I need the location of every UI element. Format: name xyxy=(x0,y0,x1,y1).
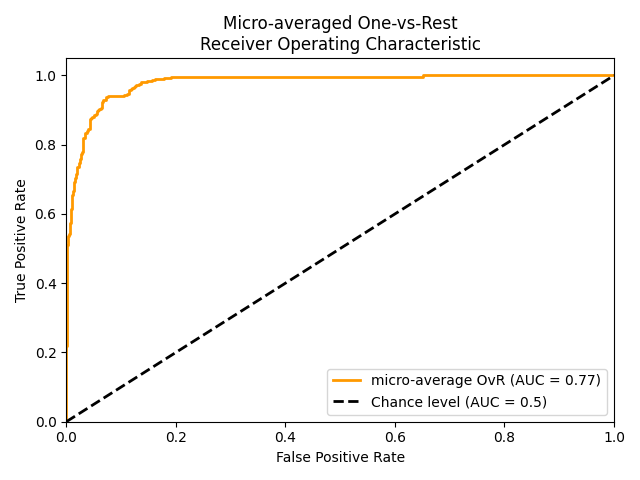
micro-average OvR (AUC = 0.77) xyxy=(419,72,427,78)
Y-axis label: True Positive Rate: True Positive Rate xyxy=(15,178,29,302)
micro-average OvR (AUC = 0.77) xyxy=(63,419,70,425)
Title: Micro-averaged One-vs-Rest
Receiver Operating Characteristic: Micro-averaged One-vs-Rest Receiver Oper… xyxy=(200,15,481,54)
micro-average OvR (AUC = 0.77) xyxy=(63,343,71,348)
micro-average OvR (AUC = 0.77) xyxy=(104,93,112,99)
Line: micro-average OvR (AUC = 0.77): micro-average OvR (AUC = 0.77) xyxy=(67,75,614,422)
X-axis label: False Positive Rate: False Positive Rate xyxy=(276,451,404,465)
micro-average OvR (AUC = 0.77) xyxy=(138,81,145,86)
micro-average OvR (AUC = 0.77) xyxy=(610,72,618,78)
micro-average OvR (AUC = 0.77) xyxy=(97,106,105,112)
Legend: micro-average OvR (AUC = 0.77), Chance level (AUC = 0.5): micro-average OvR (AUC = 0.77), Chance l… xyxy=(327,369,607,415)
micro-average OvR (AUC = 0.77) xyxy=(102,96,109,101)
micro-average OvR (AUC = 0.77) xyxy=(97,105,105,111)
